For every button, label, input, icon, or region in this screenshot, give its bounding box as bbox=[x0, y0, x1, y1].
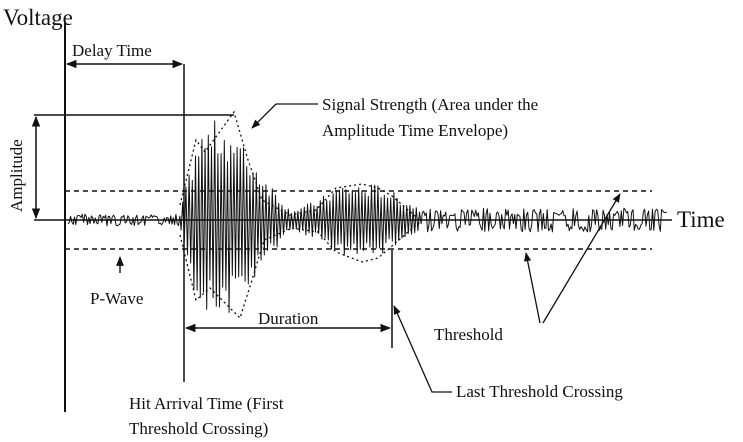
signal-strength-arrow bbox=[251, 103, 277, 129]
duration-label: Duration bbox=[258, 309, 319, 328]
delay-time-label: Delay Time bbox=[72, 41, 152, 60]
last-threshold-crossing-label: Last Threshold Crossing bbox=[456, 382, 623, 401]
waveform-trace bbox=[67, 120, 667, 313]
amplitude-envelope-upper bbox=[179, 110, 421, 221]
threshold-arrow-lower bbox=[524, 252, 541, 324]
time-axis-label: Time bbox=[677, 207, 725, 232]
amplitude-label: Amplitude bbox=[7, 139, 26, 212]
signal-strength-label-line2: Amplitude Time Envelope) bbox=[322, 121, 508, 140]
p-wave-label: P-Wave bbox=[90, 289, 143, 308]
threshold-label: Threshold bbox=[434, 325, 503, 344]
hit-arrival-label-line2: Threshold Crossing) bbox=[129, 419, 268, 438]
last-crossing-leader bbox=[393, 305, 452, 393]
voltage-axis-label: Voltage bbox=[3, 5, 73, 30]
acoustic-emission-waveform bbox=[67, 120, 667, 313]
signal-strength-label-line1: Signal Strength (Area under the bbox=[322, 95, 538, 114]
hit-arrival-label-line1: Hit Arrival Time (First bbox=[129, 394, 284, 413]
threshold-arrow-upper bbox=[542, 193, 621, 324]
